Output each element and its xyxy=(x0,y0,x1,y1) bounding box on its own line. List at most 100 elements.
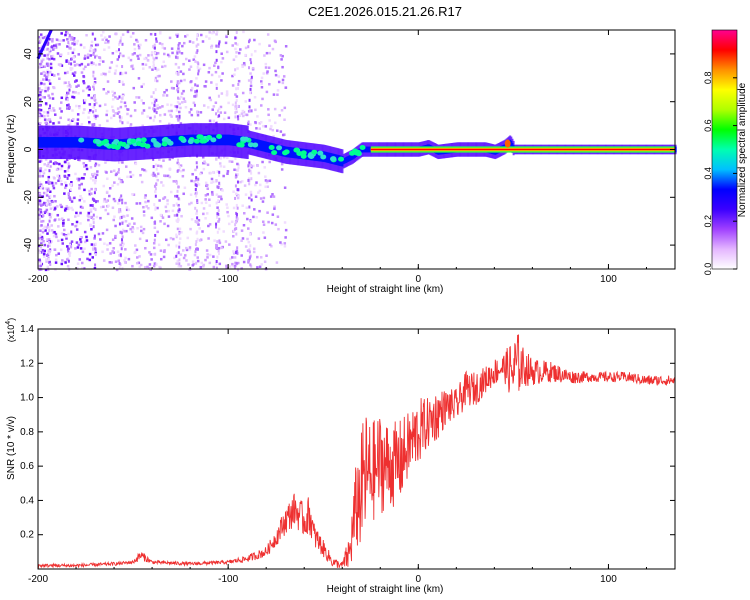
spectrogram-speckle xyxy=(277,75,280,78)
spectrogram-speckle xyxy=(41,187,45,190)
spectrogram-speckle xyxy=(83,46,86,49)
spectrogram-speckle xyxy=(179,79,183,83)
spectrogram-speckle xyxy=(256,164,259,167)
spectrogram-speckle xyxy=(49,62,53,66)
spectrogram-speckle xyxy=(39,167,43,170)
spectrogram-speckle xyxy=(85,33,88,37)
spectrogram-speckle xyxy=(235,110,238,114)
spectrogram-speckle xyxy=(41,36,45,40)
spectrogram-speckle xyxy=(213,64,216,68)
spectrogram-speckle xyxy=(51,40,54,43)
spectrogram-speckle xyxy=(60,205,63,209)
spectrogram-speckle xyxy=(39,121,42,125)
spectrogram-speckle xyxy=(43,110,46,114)
spectrogram-speckle xyxy=(112,218,115,222)
spectrogram-streak xyxy=(92,110,95,114)
spectrogram-speckle xyxy=(161,216,165,219)
spectrogram-speckle xyxy=(83,200,86,203)
spectrogram-speckle xyxy=(43,243,47,247)
spectrogram-speckle xyxy=(182,192,185,196)
ridge-core xyxy=(350,154,353,161)
spectrogram-streak xyxy=(92,221,95,225)
spectrogram-speckle xyxy=(113,215,116,218)
spectrogram-speckle xyxy=(39,62,42,66)
spectrogram-speckle xyxy=(211,31,214,35)
spectrogram-speckle xyxy=(40,239,43,243)
ridge-core xyxy=(60,137,63,148)
spectrogram-speckle xyxy=(208,261,212,265)
spectrogram-speckle xyxy=(52,186,56,190)
spectrogram-speckle xyxy=(250,78,253,81)
spectrogram-speckle xyxy=(78,63,82,67)
spectrogram-speckle xyxy=(200,201,204,205)
spectrogram-streak xyxy=(178,232,181,236)
spectrogram-speckle xyxy=(83,165,86,168)
spectrogram-speckle xyxy=(128,222,131,226)
spectrogram-speckle xyxy=(162,159,165,162)
spectrogram-speckle xyxy=(203,160,206,163)
spectrogram-speckle xyxy=(75,228,79,231)
spectrogram-speckle xyxy=(66,265,70,268)
ridge-core xyxy=(266,141,269,153)
spectrogram-streak xyxy=(216,230,219,234)
spectrogram-streak xyxy=(93,103,96,107)
spectrogram-speckle xyxy=(224,240,228,243)
spectrogram-speckle xyxy=(51,200,54,204)
spectrogram-speckle xyxy=(41,185,44,188)
spectrogram-streak xyxy=(155,182,158,186)
spectrogram-speckle xyxy=(125,229,128,233)
spectrogram-speckle xyxy=(78,187,81,190)
spectrogram-speckle xyxy=(270,244,273,248)
spectrogram-speckle xyxy=(258,209,261,213)
spectrogram-speckle xyxy=(187,263,190,266)
spectrogram-speckle xyxy=(39,95,42,99)
spectrogram-speckle xyxy=(106,199,110,202)
spectrogram-speckle xyxy=(284,228,288,232)
spectrogram-speckle xyxy=(280,162,284,166)
spectrogram-speckle xyxy=(38,244,41,248)
spectrogram-streak xyxy=(153,184,156,188)
spectrogram-streak xyxy=(218,173,221,177)
ridge-core xyxy=(234,135,237,146)
spectrogram-streak xyxy=(196,181,199,185)
spectrogram-speckle xyxy=(230,220,234,224)
spectrogram-speckle xyxy=(246,217,249,221)
spectrogram-speckle xyxy=(87,116,90,119)
spectrogram-streak xyxy=(195,178,198,182)
spectrogram-speckle xyxy=(119,119,122,123)
spectrogram-streak xyxy=(154,88,157,92)
spectrogram-speckle xyxy=(62,219,65,222)
ridge-blob xyxy=(355,150,362,156)
spectrogram-streak xyxy=(176,51,179,55)
spectrogram-streak xyxy=(49,249,52,253)
spectrogram-speckle xyxy=(242,223,246,227)
spectrogram-speckle xyxy=(90,187,93,191)
spectrogram-streak xyxy=(118,261,121,265)
spectrogram-speckle xyxy=(101,250,104,254)
spectrogram-streak xyxy=(153,57,156,61)
spectrogram-speckle xyxy=(206,253,209,256)
spectrogram-speckle xyxy=(198,67,202,71)
spectrogram-speckle xyxy=(76,262,80,265)
snr-x-label: Height of straight line (km) xyxy=(327,584,444,595)
spectrogram-speckle xyxy=(235,95,239,98)
spectrogram-speckle xyxy=(253,38,256,42)
spectrogram-speckle xyxy=(90,243,94,246)
spectrogram-speckle xyxy=(225,92,229,96)
spectrogram-speckle xyxy=(272,134,275,138)
spectrogram-speckle xyxy=(108,242,112,245)
spectrogram-speckle xyxy=(61,222,65,225)
spectrogram-speckle xyxy=(38,47,41,50)
ridge-core xyxy=(292,147,295,159)
spectrogram-speckle xyxy=(211,193,214,196)
spectrogram-streak xyxy=(92,70,95,74)
spectrogram-speckle xyxy=(46,164,49,168)
spectrogram-speckle xyxy=(65,258,69,261)
spectrogram-streak xyxy=(66,98,69,102)
spectrogram-speckle xyxy=(158,158,161,161)
spectrogram-speckle xyxy=(188,59,191,62)
spectrogram-streak xyxy=(249,232,252,236)
spectrogram-speckle xyxy=(203,162,207,165)
spectrogram-speckle xyxy=(200,261,204,265)
spectrogram-speckle xyxy=(116,107,120,110)
